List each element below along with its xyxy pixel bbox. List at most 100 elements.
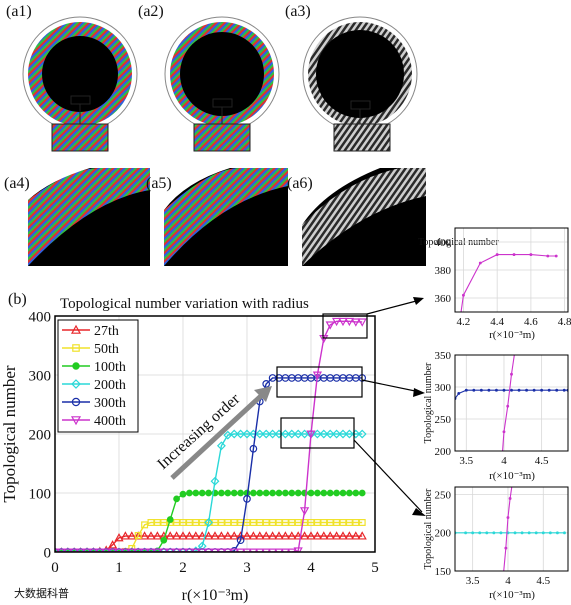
inset2-xlabel: r(×10⁻³m) [489, 470, 535, 482]
main-point-400th-7 [95, 548, 105, 552]
main-point-27th-31 [248, 531, 259, 540]
main-point-27th-28 [229, 531, 239, 540]
main-point-400th-26 [216, 548, 227, 552]
inset2-point-300th-14 [555, 388, 559, 392]
image-a5 [164, 168, 288, 266]
main-point-27th-12 [127, 531, 137, 540]
inset3-point-200th-14 [555, 531, 559, 535]
main-point-100th-26 [218, 489, 225, 497]
inset3-point-200th-2 [471, 531, 475, 535]
main-point-400th-10 [114, 548, 124, 552]
main-point-400th-47 [351, 318, 361, 327]
main-ticks: 0 1 2 3 4 5 0 100 200 300 400 [29, 309, 379, 576]
inset1-grid [455, 228, 568, 312]
main-point-50th-30 [243, 519, 251, 526]
image-a3 [302, 16, 418, 152]
inset2-ticks: 3.5 4 4.5 200 250 300 350 [435, 350, 550, 467]
inset1-ticks: 4.2 4.4 4.6 4.8 360 380 400 [435, 237, 571, 328]
inset3-point-200th-3 [478, 531, 482, 535]
inset2-point-300th-2 [464, 388, 468, 392]
main-point-50th-13 [134, 531, 142, 539]
main-point-200th-47 [351, 429, 361, 439]
main-point-200th-44 [332, 429, 342, 439]
main-point-100th-35 [275, 489, 283, 497]
main-point-200th-29 [236, 429, 246, 439]
legend-marker-100th [72, 362, 80, 370]
legend-label-200th: 200th [94, 378, 126, 393]
image-a4 [28, 168, 150, 266]
main-point-27th-25 [210, 531, 220, 540]
main-point-100th-24 [205, 489, 212, 497]
inset1-point-400th-1 [462, 293, 465, 297]
main-point-27th-11 [120, 531, 131, 540]
main-ytick-1: 100 [29, 486, 52, 502]
inset2-point-300th-12 [540, 388, 544, 392]
main-point-400th-31 [248, 548, 259, 552]
main-point-300th-29 [236, 536, 245, 545]
main-point-400th-8 [101, 548, 111, 552]
image-a6 [302, 168, 426, 266]
inset3-ytick-2: 250 [435, 489, 452, 501]
inset1-ytick-1: 380 [435, 265, 452, 277]
main-point-50th-36 [281, 519, 289, 526]
panel-label-a3: (a3) [285, 3, 311, 20]
main-point-50th-47 [352, 519, 360, 526]
main-point-100th-41 [314, 489, 321, 497]
main-point-100th-46 [346, 489, 353, 497]
main-point-100th-44 [333, 489, 340, 497]
main-ytick-0: 0 [44, 545, 52, 561]
inset2-point-400th-1 [502, 430, 506, 434]
inset3-point-200th-8 [513, 531, 517, 535]
main-point-200th-26 [216, 441, 226, 451]
inset2-point-300th-10 [525, 388, 528, 392]
inset1-xlabel: r(×10⁻³m) [489, 329, 535, 341]
main-point-50th-38 [294, 519, 302, 526]
main-point-200th-42 [319, 429, 329, 439]
main-point-400th-11 [120, 548, 131, 552]
main-xtick-0: 0 [51, 560, 59, 576]
main-point-400th-3 [69, 548, 79, 552]
main-point-50th-26 [217, 519, 225, 526]
main-point-50th-19 [173, 519, 181, 526]
inset2-point-300th-4 [479, 388, 483, 392]
inset2-point-400th-2 [506, 404, 510, 408]
inset2-ytick-0: 200 [435, 446, 452, 458]
main-point-100th-45 [339, 489, 347, 497]
inset3-point-200th-9 [520, 531, 524, 535]
main-xtick-4: 4 [307, 560, 315, 576]
inset1-point-400th-4 [512, 253, 516, 257]
main-point-400th-2 [63, 548, 73, 552]
main-point-300th-33 [262, 380, 271, 388]
main-point-27th-45 [338, 531, 348, 540]
main-point-50th-45 [339, 519, 347, 526]
main-point-100th-18 [166, 516, 174, 523]
main-point-27th-47 [351, 531, 361, 540]
main-point-400th-5 [82, 548, 92, 552]
main-point-100th-31 [250, 489, 257, 497]
inset1-point-400th-5 [529, 253, 533, 257]
main-point-100th-28 [230, 489, 238, 497]
main-ytick-2: 200 [29, 427, 52, 443]
main-point-400th-1 [56, 548, 67, 552]
main-point-400th-19 [171, 548, 182, 552]
main-point-27th-14 [139, 531, 150, 540]
panel-label-b: (b) [8, 291, 27, 308]
main-point-300th-30 [243, 495, 251, 503]
main-point-27th-32 [255, 531, 265, 540]
inset3-ytick-1: 200 [435, 528, 452, 540]
main-point-50th-37 [288, 519, 296, 526]
main-point-400th-17 [159, 548, 169, 552]
main-point-400th-14 [139, 548, 150, 552]
main-point-400th-13 [133, 548, 143, 552]
main-point-400th-37 [287, 548, 297, 552]
main-point-27th-42 [319, 531, 329, 540]
inset3-point-200th-13 [548, 531, 552, 535]
inset3-point-200th-4 [485, 531, 489, 535]
main-point-100th-48 [358, 489, 366, 497]
inset2-point-300th-5 [487, 388, 491, 392]
zoom-indicators [276, 297, 426, 516]
inset2-ylabel: Topological number [423, 362, 434, 443]
inset1-xtick-1: 4.4 [490, 316, 504, 328]
inset3-ylabel: Topological number [423, 488, 434, 569]
